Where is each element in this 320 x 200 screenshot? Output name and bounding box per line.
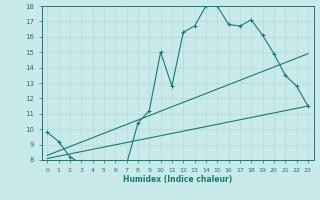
X-axis label: Humidex (Indice chaleur): Humidex (Indice chaleur) [123, 175, 232, 184]
